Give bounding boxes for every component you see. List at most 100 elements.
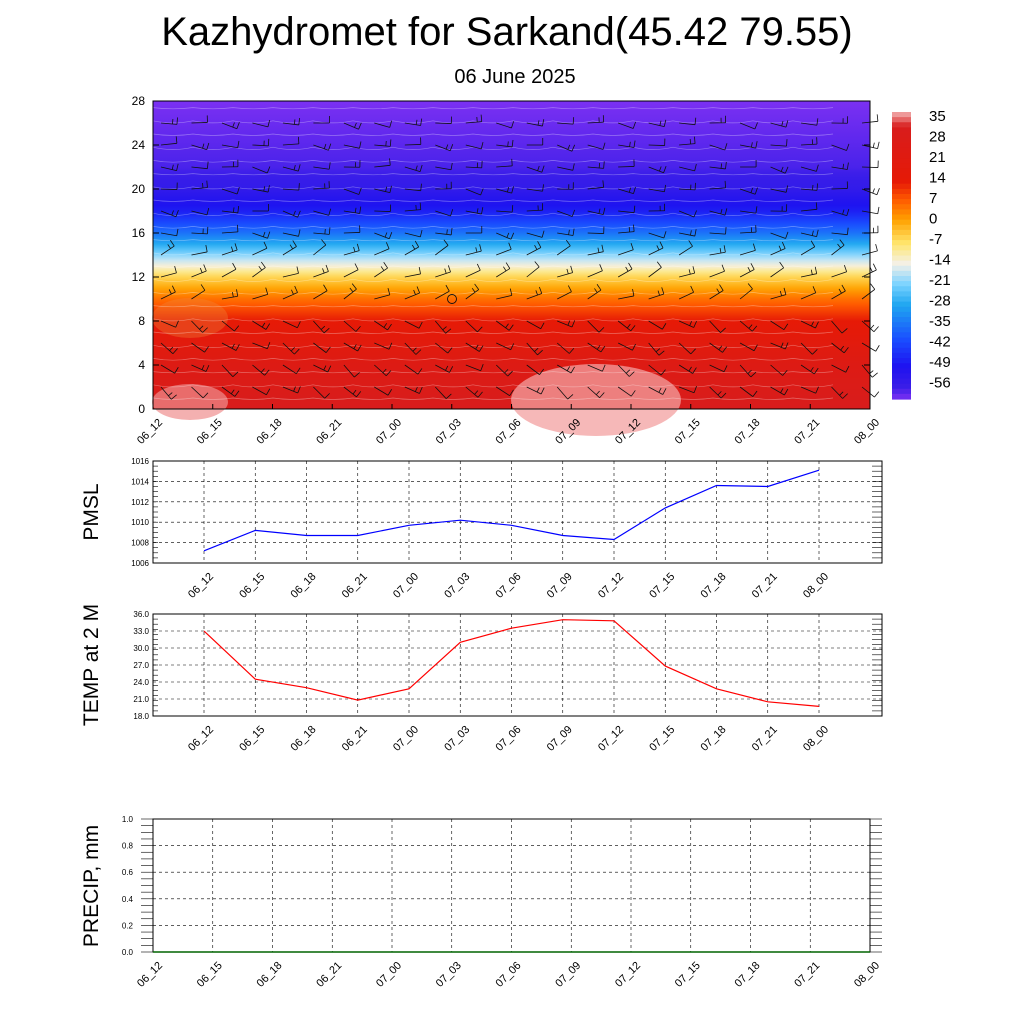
colorbar-label: -28 bbox=[929, 293, 951, 310]
wind-barb bbox=[678, 342, 696, 355]
colorbar-segment bbox=[892, 327, 911, 333]
wind-barb bbox=[831, 320, 848, 334]
x-tick-label: 06_15 bbox=[195, 417, 225, 447]
wind-barb bbox=[496, 242, 512, 256]
y-axis-label: PRECIP, mm bbox=[80, 825, 103, 947]
wind-barb bbox=[831, 342, 849, 354]
wind-barb bbox=[709, 386, 727, 399]
wind-barb bbox=[160, 320, 179, 328]
wind-barb bbox=[313, 284, 328, 300]
wind-barb bbox=[557, 364, 575, 374]
wind-barb bbox=[678, 285, 694, 300]
wind-barb bbox=[770, 166, 789, 174]
colorbar-segment bbox=[892, 322, 911, 328]
colorbar-label: 28 bbox=[929, 129, 946, 146]
y-tick-label: 0 bbox=[138, 402, 145, 416]
warm-patch bbox=[511, 364, 681, 436]
colorbar-segment bbox=[892, 306, 911, 313]
x-tick-label: 06_18 bbox=[289, 724, 319, 754]
x-tick-label: 07_00 bbox=[391, 724, 421, 754]
y-tick-label: 30.0 bbox=[133, 644, 149, 653]
x-tick-label: 07_21 bbox=[792, 417, 822, 447]
colorbar-segment bbox=[892, 132, 911, 139]
wind-barb bbox=[435, 265, 451, 278]
wind-barb bbox=[252, 231, 271, 239]
x-tick-label: 07_21 bbox=[792, 960, 822, 990]
colorbar-segment bbox=[892, 122, 911, 128]
wind-barb bbox=[160, 265, 177, 278]
wind-barb bbox=[770, 139, 788, 147]
wind-barb bbox=[282, 266, 299, 278]
wind-barb bbox=[678, 364, 697, 374]
y-tick-label: 36.0 bbox=[133, 610, 149, 619]
wind-barb bbox=[496, 342, 515, 351]
wind-barb bbox=[556, 386, 574, 400]
wind-barb bbox=[221, 159, 239, 168]
contour-line bbox=[152, 173, 834, 176]
wind-barb bbox=[343, 122, 362, 130]
wind-barb bbox=[526, 286, 543, 300]
y-tick-label: 1008 bbox=[131, 539, 149, 548]
wind-barb bbox=[739, 364, 757, 378]
wind-barb bbox=[709, 208, 728, 216]
colorbar-segment bbox=[892, 276, 911, 282]
wind-barb bbox=[435, 364, 454, 373]
wind-barb bbox=[770, 204, 788, 212]
contour-line bbox=[152, 358, 834, 361]
wind-barb bbox=[557, 117, 575, 125]
wind-barb bbox=[496, 186, 514, 194]
colorbar-segment bbox=[892, 137, 911, 144]
wind-barb bbox=[221, 243, 238, 256]
wind-barb bbox=[496, 121, 515, 129]
wind-barb bbox=[709, 161, 727, 170]
wind-barb bbox=[678, 320, 697, 328]
x-tick-label: 07_09 bbox=[545, 571, 575, 601]
wind-barb bbox=[160, 364, 179, 374]
wind-barb bbox=[800, 240, 816, 256]
colorbar-segment bbox=[892, 224, 911, 231]
wind-barb bbox=[252, 138, 270, 147]
wind-barb bbox=[465, 141, 484, 150]
colorbar-segment bbox=[892, 188, 911, 195]
colorbar-segment bbox=[892, 147, 911, 154]
wind-barb bbox=[282, 229, 301, 237]
wind-barb bbox=[556, 342, 575, 354]
colorbar-segment bbox=[892, 388, 911, 395]
y-tick-label: 4 bbox=[138, 358, 145, 372]
wind-barb bbox=[648, 119, 667, 127]
contour-line bbox=[152, 344, 834, 348]
wind-barb bbox=[374, 158, 391, 168]
wind-barb bbox=[404, 137, 422, 146]
y-tick-label: 12 bbox=[132, 270, 146, 284]
wind-barb bbox=[435, 284, 450, 300]
wind-barb bbox=[404, 202, 422, 212]
x-tick-label: 07_00 bbox=[391, 571, 421, 601]
wind-barb bbox=[557, 285, 572, 300]
wind-barb bbox=[587, 364, 606, 372]
wind-barb bbox=[374, 287, 391, 300]
colorbar-segment bbox=[892, 358, 911, 364]
x-tick-label: 08_00 bbox=[801, 724, 831, 754]
wind-barb bbox=[709, 180, 726, 190]
y-tick-label: 0.0 bbox=[122, 948, 134, 957]
wind-barb bbox=[435, 209, 454, 217]
wind-barb bbox=[587, 142, 606, 150]
wind-barb bbox=[801, 137, 818, 146]
colorbar-segment bbox=[892, 383, 911, 390]
wind-barb bbox=[740, 160, 757, 168]
pmsl-panel: 1016 1014 1012 1010 1008 1006 06_12 06_15 06_18 0… bbox=[80, 457, 883, 601]
calm-wind-marker bbox=[447, 294, 457, 304]
y-tick-label: 16 bbox=[132, 226, 146, 240]
wind-barb bbox=[496, 262, 511, 278]
x-tick-label: 08_00 bbox=[852, 960, 882, 990]
wind-barb bbox=[221, 122, 240, 130]
wind-barb bbox=[313, 116, 330, 124]
wind-barb bbox=[526, 241, 542, 256]
wind-barb bbox=[618, 140, 636, 148]
wind-barb bbox=[679, 182, 696, 191]
wind-barb bbox=[617, 320, 636, 332]
wind-barb bbox=[800, 266, 818, 278]
wind-barb bbox=[465, 160, 483, 169]
y-tick-label: 1012 bbox=[131, 498, 149, 507]
